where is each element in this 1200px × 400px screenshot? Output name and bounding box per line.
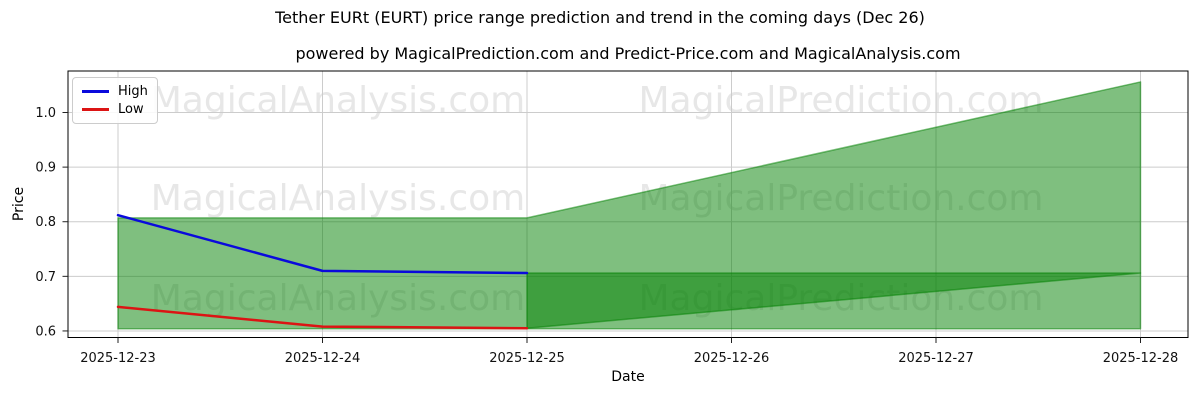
low-line-swatch xyxy=(82,107,109,111)
x-tick-label: 2025-12-28 xyxy=(1103,351,1179,366)
figure-title: Tether EURt (EURT) price range predictio… xyxy=(275,8,925,27)
high-line-swatch xyxy=(82,90,109,94)
y-tick-label: 0.9 xyxy=(35,161,56,176)
chart-subtitle: powered by MagicalPrediction.com and Pre… xyxy=(295,44,961,63)
legend-item-low: Low xyxy=(82,102,148,117)
axes-frame xyxy=(67,70,1189,338)
x-tick-label: 2025-12-27 xyxy=(898,351,974,366)
x-tick-label: 2025-12-26 xyxy=(694,351,770,366)
low-line xyxy=(116,305,529,330)
watermark-text: MagicalPrediction.com xyxy=(639,80,1044,121)
legend-item-high: High xyxy=(82,84,148,99)
x-tick-label: 2025-12-25 xyxy=(489,351,565,366)
high-line xyxy=(116,213,529,275)
y-tick-label: 0.7 xyxy=(35,270,56,285)
legend: High Low xyxy=(72,77,158,124)
y-tick-label: 0.6 xyxy=(35,324,56,339)
y-axis-label: Price xyxy=(11,186,27,222)
x-axis-label: Date xyxy=(611,369,645,385)
y-tick-label: 0.8 xyxy=(35,215,56,230)
trend-wedge-band xyxy=(526,272,1142,329)
x-tick-label: 2025-12-23 xyxy=(80,351,156,366)
legend-label-high: High xyxy=(118,84,148,100)
y-tick-label: 1.0 xyxy=(35,106,56,121)
prediction-range-band xyxy=(117,81,1142,330)
watermark-text: MagicalAnalysis.com xyxy=(151,178,525,219)
legend-label-low: Low xyxy=(118,101,144,117)
x-tick-label: 2025-12-24 xyxy=(285,351,361,366)
watermark-text: MagicalAnalysis.com xyxy=(151,80,525,121)
